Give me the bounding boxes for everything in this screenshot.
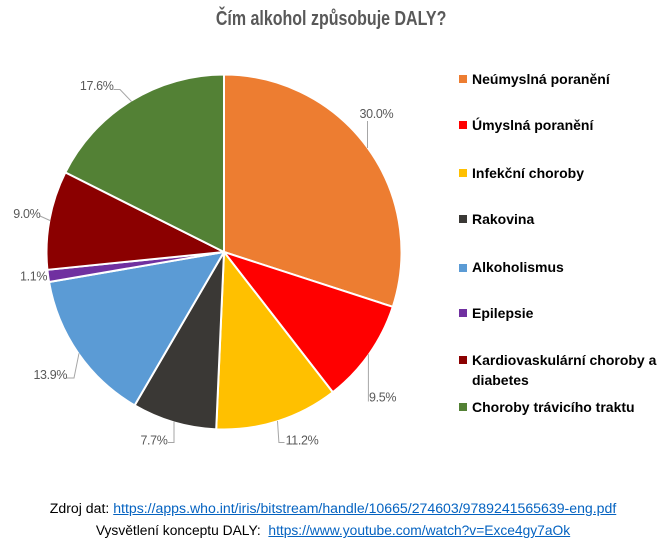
svg-text:13.9%: 13.9% — [33, 368, 67, 382]
svg-text:9.5%: 9.5% — [369, 391, 396, 405]
svg-text:17.6%: 17.6% — [80, 79, 114, 93]
svg-text:30.0%: 30.0% — [360, 107, 394, 121]
svg-text:1.1%: 1.1% — [20, 270, 47, 284]
svg-text:11.2%: 11.2% — [286, 434, 319, 448]
svg-text:7.7%: 7.7% — [140, 434, 167, 448]
svg-text:9.0%: 9.0% — [13, 207, 40, 221]
